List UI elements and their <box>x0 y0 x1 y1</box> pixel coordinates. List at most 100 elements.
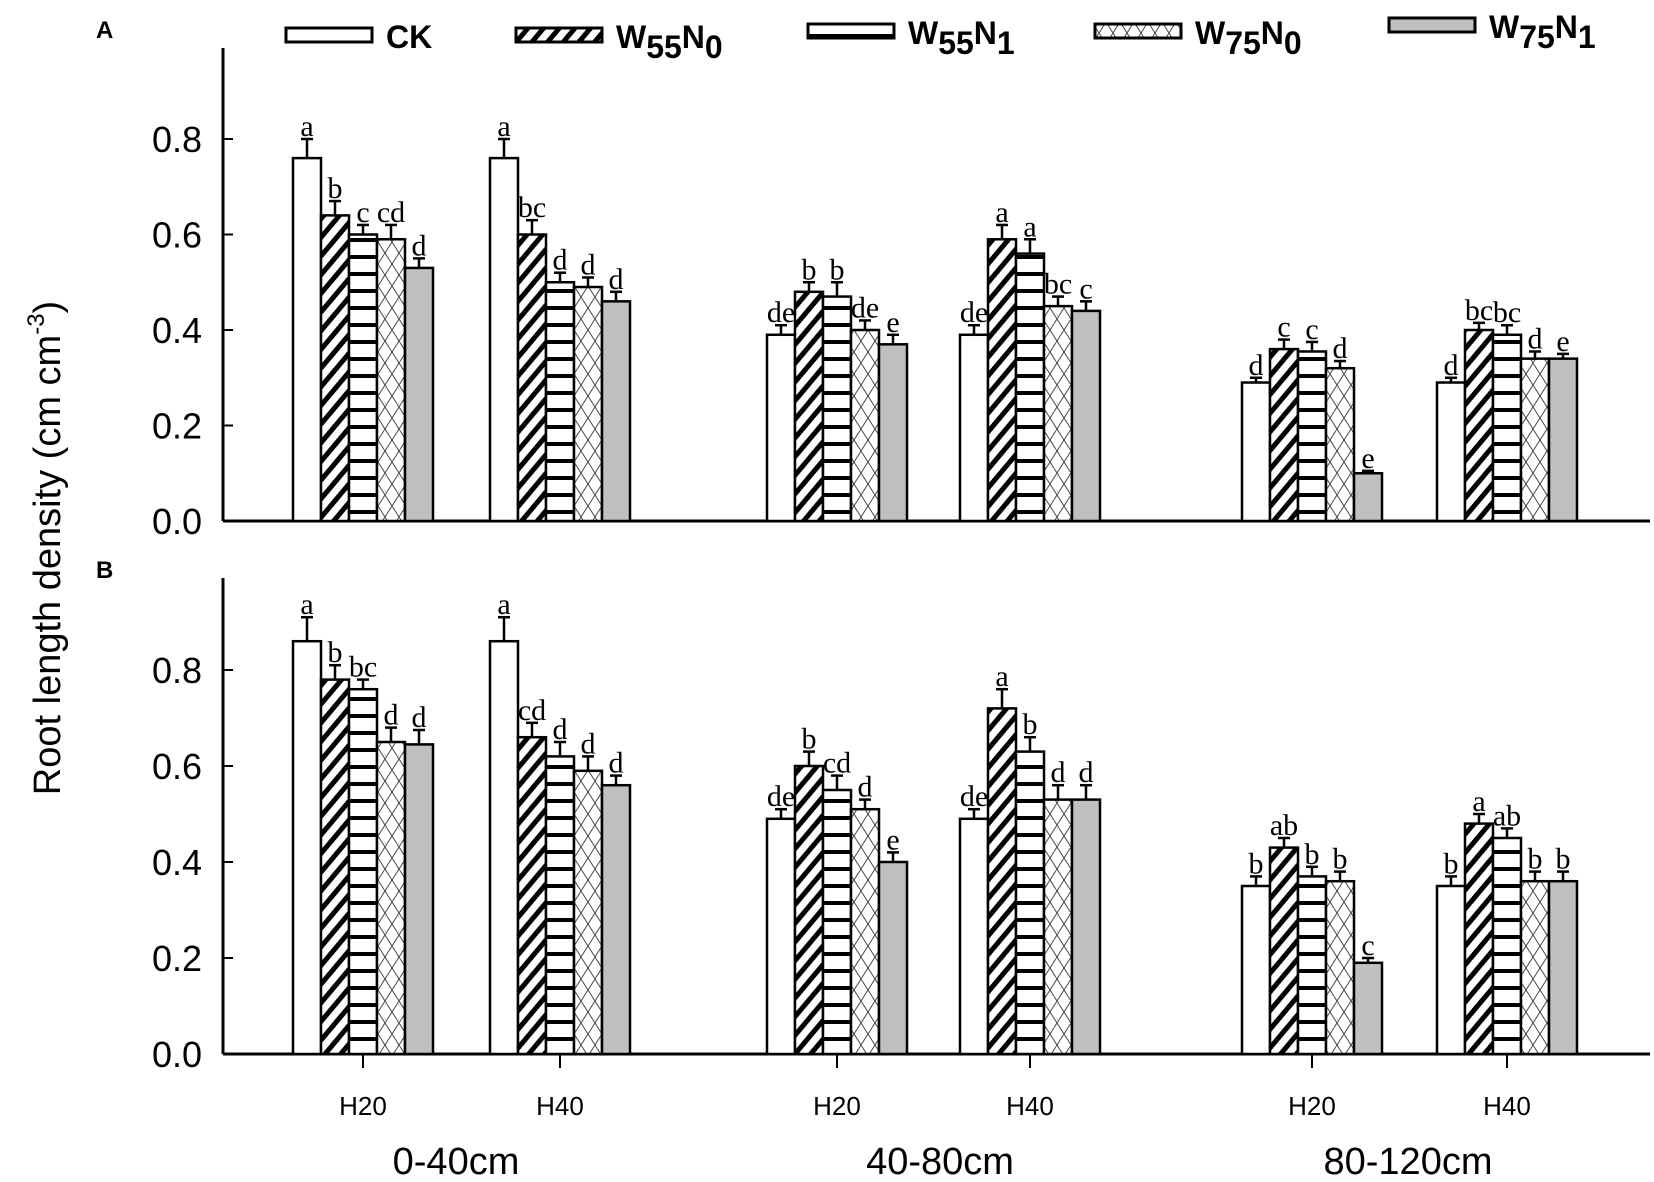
significance-letter: b <box>328 636 343 669</box>
bar-W75N0 <box>375 740 407 1056</box>
significance-letter: a <box>497 588 510 621</box>
legend-label-W55N1: W55N1 <box>908 15 1015 61</box>
significance-letter: b <box>1023 708 1038 741</box>
bar-W75N0 <box>1519 879 1551 1056</box>
bar-W55N0 <box>986 707 1018 1056</box>
significance-letter: d <box>609 263 624 296</box>
legend-swatch-CK <box>284 26 374 44</box>
significance-letter: c <box>1305 313 1318 346</box>
significance-letter: de <box>767 780 795 813</box>
significance-letter: ab <box>1493 799 1521 832</box>
legend-swatch-W75N1 <box>1387 16 1477 34</box>
y-tick-label: 0.4 <box>152 310 202 351</box>
x-tick-label: H40 <box>1006 1091 1054 1121</box>
y-tick-label: 0.8 <box>152 119 202 160</box>
significance-letter: b <box>802 723 817 756</box>
depth-label: 0-40cm <box>393 1141 520 1182</box>
bar-W55N0 <box>793 764 825 1056</box>
y-axis-label: Root length density (cm cm-3) <box>23 301 69 795</box>
legend-swatch-W55N1 <box>806 22 896 40</box>
bar-W55N1 <box>1014 750 1046 1056</box>
bar-W55N0 <box>1463 822 1495 1056</box>
bar-W55N1 <box>821 788 853 1056</box>
significance-letter: d <box>553 713 568 746</box>
significance-letter: bc <box>1044 268 1072 301</box>
significance-letter: d <box>553 244 568 277</box>
bar-W55N0 <box>516 735 548 1056</box>
legend-label-CK: CK <box>386 19 432 55</box>
bar-CK <box>1240 884 1272 1056</box>
significance-letter: d <box>581 727 596 760</box>
bar-W75N1 <box>600 783 632 1056</box>
bar-CK <box>488 156 520 523</box>
bar-W75N1 <box>403 743 435 1056</box>
bar-W75N1 <box>600 300 632 523</box>
bar-CK <box>291 156 323 523</box>
bar-CK <box>958 333 990 523</box>
bar-CK <box>765 333 797 523</box>
significance-letter: de <box>767 296 795 329</box>
panel-label: B <box>96 557 113 584</box>
legend: CK W55N0 W55N1 W75N0 W75N1 <box>284 9 1596 65</box>
bar-W75N0 <box>375 238 407 523</box>
bar-W55N1 <box>347 687 379 1056</box>
significance-letter: d <box>1333 332 1348 365</box>
bar-CK <box>291 639 323 1056</box>
legend-label-W55N0: W55N0 <box>616 19 723 65</box>
bar-W55N0 <box>793 290 825 523</box>
legend-label-W75N0: W75N0 <box>1195 15 1302 61</box>
bar-W55N0 <box>1268 846 1300 1056</box>
significance-letter: e <box>1361 442 1374 475</box>
significance-letter: bc <box>1493 296 1521 329</box>
y-tick-label: 0.4 <box>152 842 202 883</box>
bar-W55N1 <box>821 295 853 523</box>
bar-W75N0 <box>1042 304 1074 523</box>
significance-letter: a <box>300 110 313 143</box>
bar-W75N0 <box>1042 798 1074 1056</box>
bar-W75N1 <box>1547 879 1579 1056</box>
significance-letter: c <box>1079 272 1092 305</box>
significance-letter: b <box>1528 843 1543 876</box>
significance-letter: bc <box>1465 294 1493 327</box>
bar-W75N1 <box>1352 472 1384 523</box>
x-tick-label: H20 <box>1288 1091 1336 1121</box>
bar-W75N1 <box>403 266 435 523</box>
significance-letter: de <box>960 296 988 329</box>
bar-W55N1 <box>1491 836 1523 1056</box>
significance-letter: d <box>1079 756 1094 789</box>
significance-letter: b <box>1305 838 1320 871</box>
bar-W55N1 <box>1491 333 1523 523</box>
bar-W75N1 <box>1352 961 1384 1056</box>
bar-W75N0 <box>849 328 881 523</box>
x-tick-label: H20 <box>339 1091 387 1121</box>
panel-label: A <box>96 17 113 44</box>
depth-label: 40-80cm <box>866 1141 1014 1182</box>
significance-letter: a <box>1023 210 1036 243</box>
bar-W75N0 <box>849 807 881 1056</box>
significance-letter: d <box>384 699 399 732</box>
bar-W75N0 <box>572 769 604 1056</box>
y-tick-label: 0.2 <box>152 406 202 447</box>
y-tick-label: 0.0 <box>152 501 202 542</box>
significance-letter: c <box>1361 929 1374 962</box>
bar-W75N1 <box>877 343 909 523</box>
y-tick-label: 0.0 <box>152 1034 202 1075</box>
bar-W55N1 <box>1014 252 1046 523</box>
bar-W55N0 <box>516 233 548 523</box>
significance-letter: b <box>830 253 845 286</box>
significance-letter: d <box>412 229 427 262</box>
significance-letter: d <box>1528 322 1543 355</box>
significance-letter: b <box>1444 847 1459 880</box>
significance-letter: bc <box>349 651 377 684</box>
y-tick-label: 0.6 <box>152 215 202 256</box>
significance-letter: d <box>581 248 596 281</box>
depth-label: 80-120cm <box>1324 1141 1493 1182</box>
bar-W55N0 <box>319 214 351 523</box>
x-tick-label: H40 <box>536 1091 584 1121</box>
significance-letter: e <box>886 306 899 339</box>
significance-letter: a <box>995 660 1008 693</box>
x-tick-label: H40 <box>1483 1091 1531 1121</box>
bar-W55N1 <box>347 233 379 523</box>
significance-letter: a <box>995 196 1008 229</box>
